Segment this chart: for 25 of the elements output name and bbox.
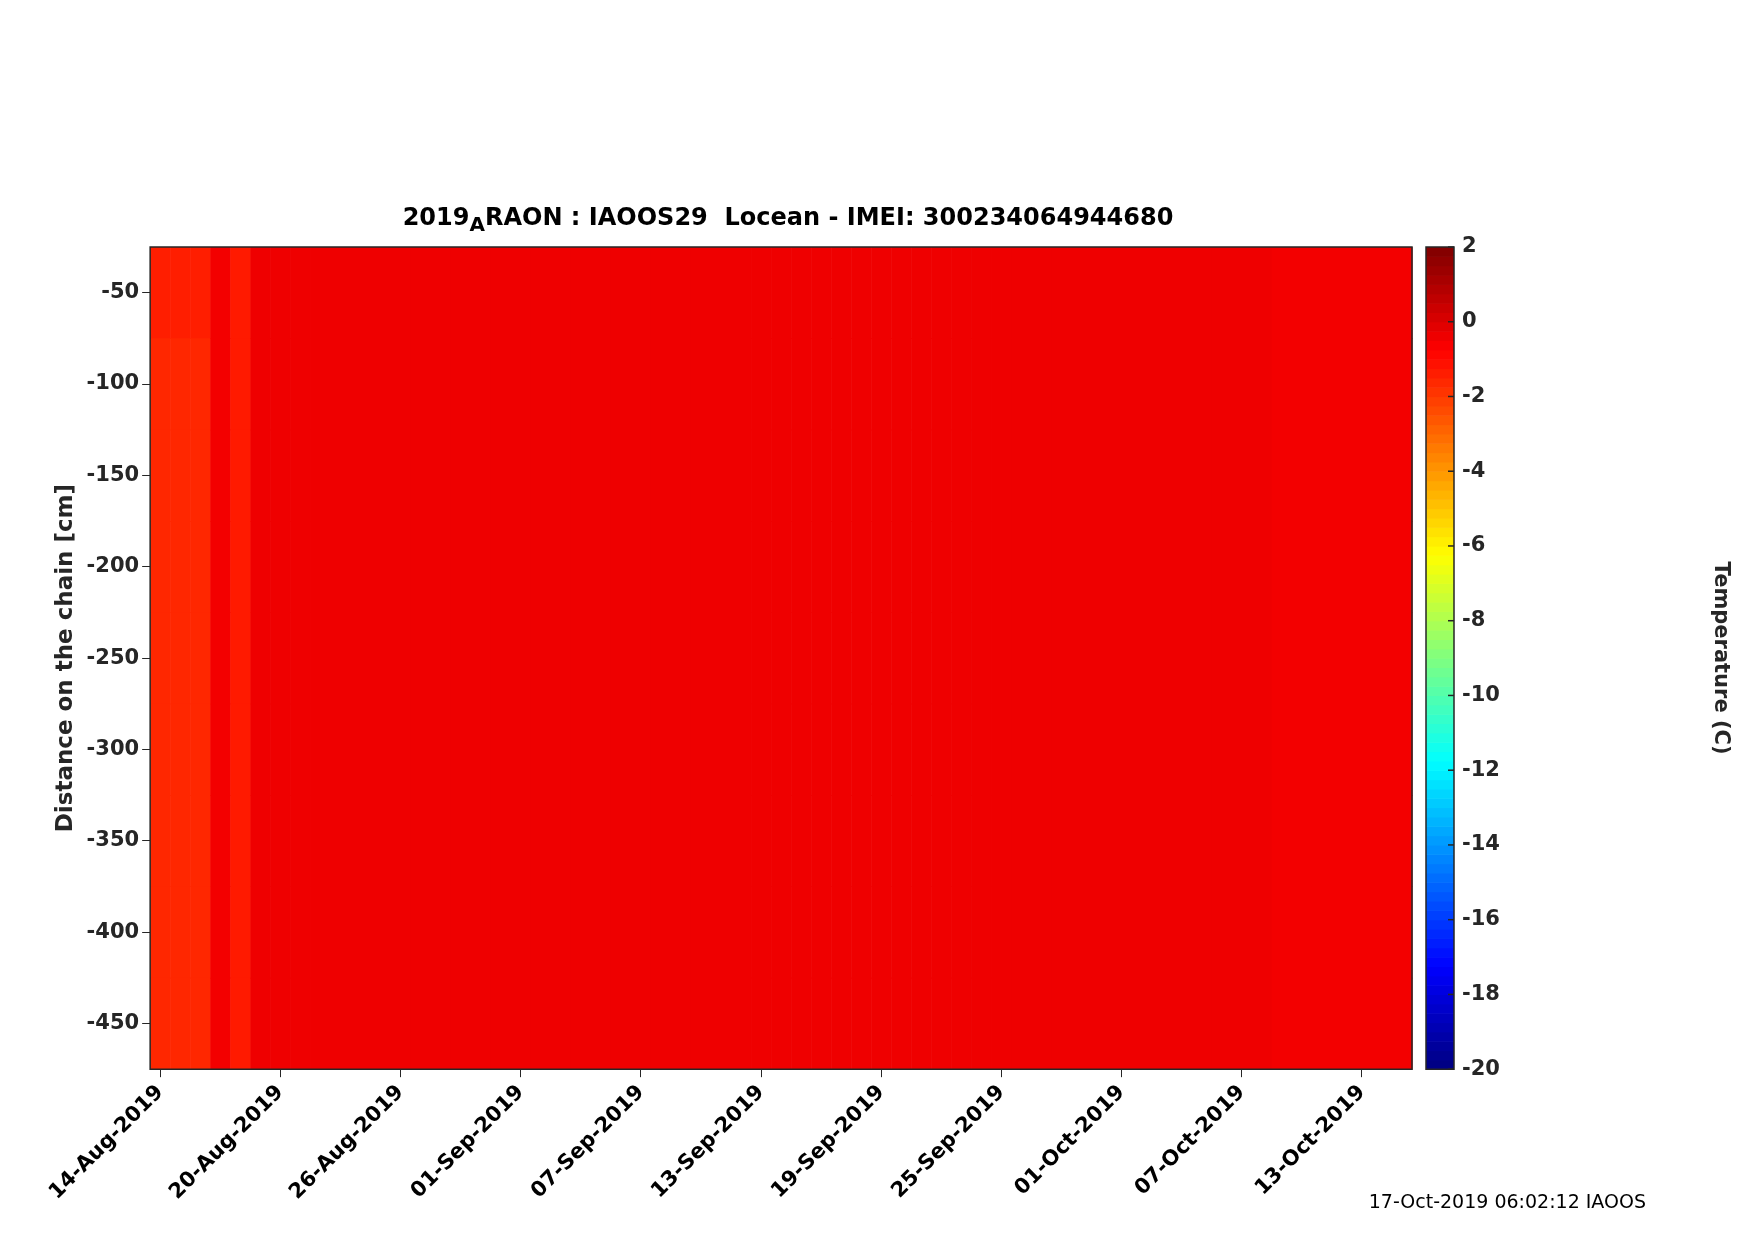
color-bar-label: -10	[1462, 681, 1500, 706]
y-tick-label: -350	[86, 827, 140, 852]
y-tick-label: -150	[86, 461, 140, 486]
y-tick-label: -200	[86, 553, 140, 578]
y-tick-label: -50	[101, 279, 140, 304]
y-tick-label: -100	[86, 370, 140, 395]
y-axis-title: Distance on the chain [cm]	[50, 483, 77, 833]
y-tick-label: -300	[86, 735, 140, 760]
y-tick-label: -250	[86, 644, 140, 669]
color-bar-label: -4	[1462, 457, 1486, 482]
text: 17-Oct-2019 06:02:12 IAOOS	[1368, 1190, 1646, 1212]
y-tick-label: -450	[86, 1009, 140, 1034]
chart-title: 2019$_{A}$RAON : IAOOS29 Locean - IMEI: 300234064944680	[401, 203, 1175, 236]
color-bar-label: 0	[1462, 308, 1477, 333]
color-bar-label: -20	[1462, 1055, 1500, 1080]
color-bar-title: Temperature (C)	[1709, 561, 1734, 755]
color-bar-label: -14	[1462, 831, 1500, 856]
color-bar-label: -18	[1462, 980, 1500, 1005]
color-bar-label: -8	[1462, 607, 1486, 632]
color-bar-label: -12	[1462, 756, 1500, 781]
color-bar-label: -6	[1462, 532, 1486, 557]
color-bar-label: 2	[1462, 233, 1477, 258]
color-bar-label: -16	[1462, 906, 1500, 931]
color-bar-label: -2	[1462, 382, 1486, 407]
y-tick-label: -400	[86, 918, 140, 943]
